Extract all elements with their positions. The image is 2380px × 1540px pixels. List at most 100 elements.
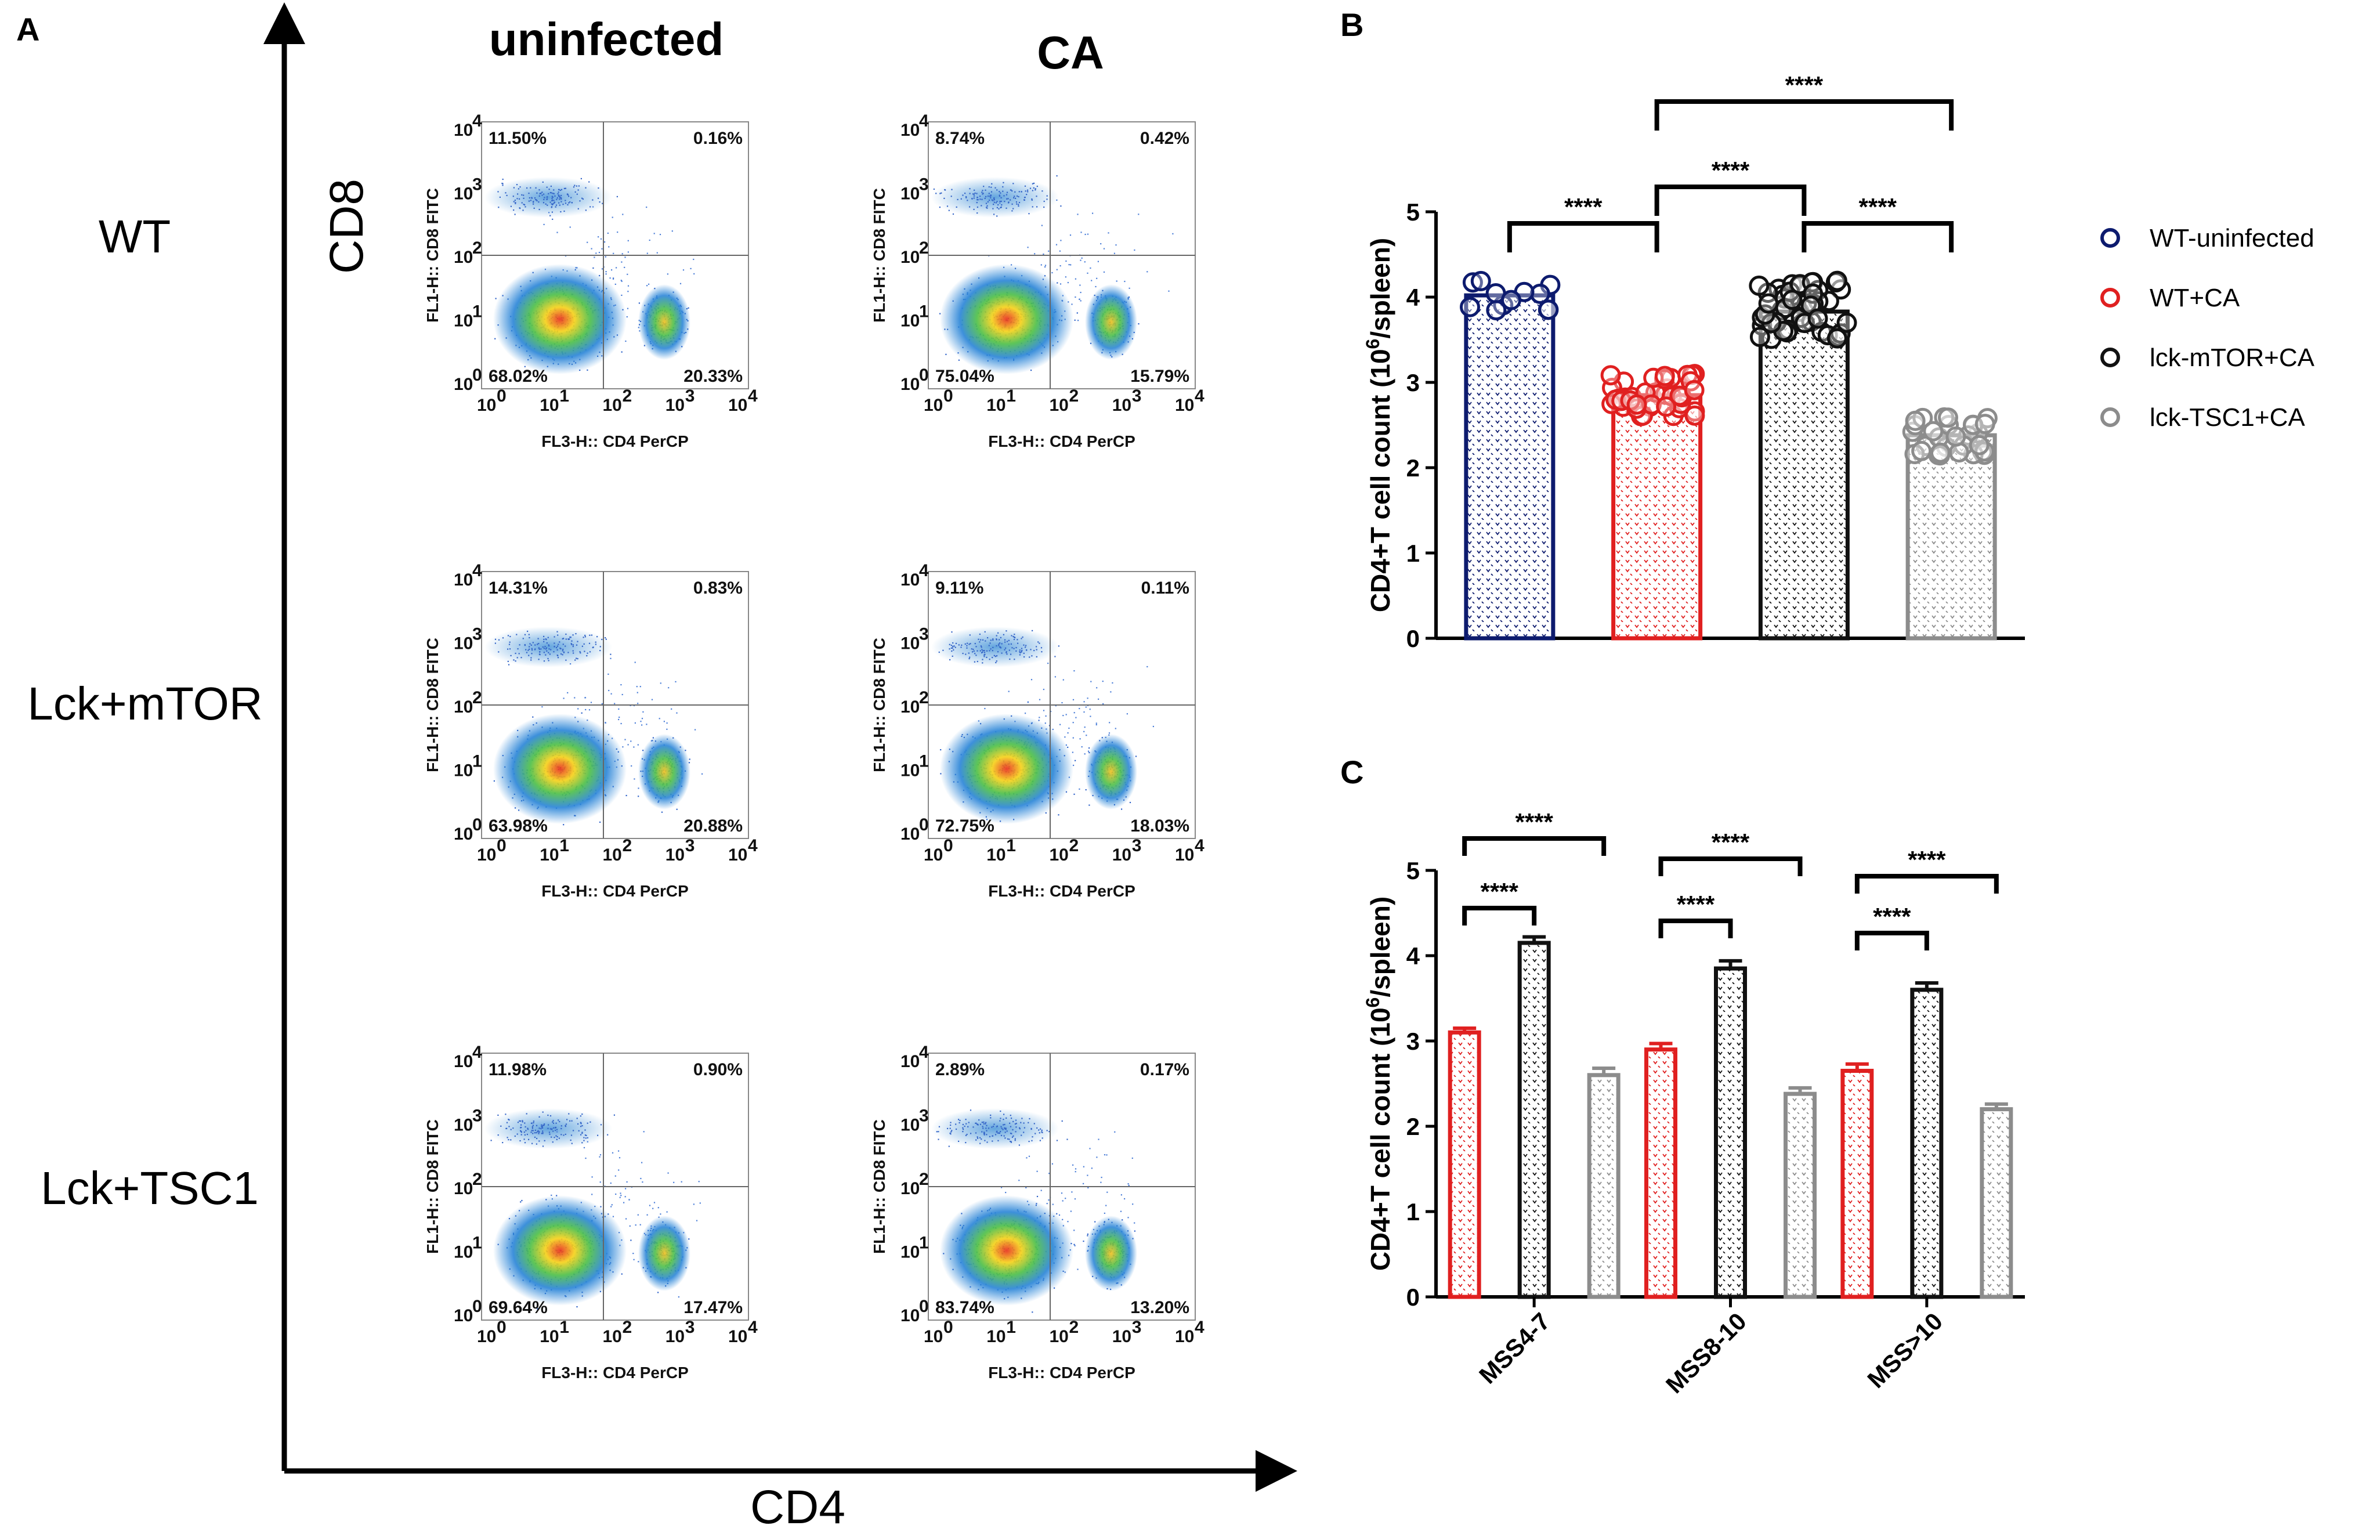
y-tick-exponent: 0 (919, 815, 929, 834)
event-dot (1079, 284, 1081, 286)
event-dot (502, 185, 504, 186)
event-dot (612, 1216, 614, 1217)
event-dot (973, 193, 975, 195)
x-tick-exponent: 0 (943, 386, 953, 406)
event-dot (508, 664, 510, 666)
event-dot (537, 1308, 538, 1310)
y-tick-label: 10 (454, 375, 473, 394)
event-dot (581, 1142, 583, 1144)
event-dot (542, 1132, 544, 1134)
event-dot (548, 193, 549, 194)
event-dot (1019, 649, 1021, 651)
event-dot (1040, 647, 1043, 649)
event-dot (634, 722, 636, 724)
event-dot (954, 646, 956, 648)
event-dot (987, 637, 989, 639)
event-dot (1026, 649, 1028, 651)
flow-plot: 11.50% 0.16%68.02% 20.33%10010110210310410… (424, 111, 758, 450)
event-dot (1100, 243, 1102, 245)
y-tick-label: 10 (900, 697, 920, 717)
y-tick-exponent: 3 (472, 175, 482, 194)
event-dot (515, 660, 516, 662)
event-dot (1152, 725, 1154, 728)
event-dot (1062, 715, 1064, 717)
event-dot (540, 1128, 542, 1130)
cd4-axis-label: CD4 (750, 1481, 845, 1534)
event-dot (560, 198, 562, 200)
event-dot (547, 1114, 549, 1116)
event-dot (981, 191, 983, 193)
event-dot (1000, 197, 1002, 198)
event-dot (572, 646, 574, 648)
event-dot (993, 197, 995, 199)
y-tick-label: 10 (454, 248, 473, 267)
event-dot (1048, 250, 1050, 252)
event-dot (506, 1127, 508, 1129)
event-dot (1110, 691, 1112, 693)
event-dot (990, 197, 992, 198)
flow-plot: 14.31% 0.83%63.98% 20.88%10010110210310410… (424, 561, 758, 900)
event-dot (999, 642, 1001, 644)
event-dot (1088, 747, 1090, 749)
quadrant-percent: 69.64% (489, 1298, 548, 1317)
event-dot (534, 197, 536, 199)
event-dot (961, 644, 963, 646)
event-dot (621, 280, 623, 282)
event-dot (1077, 320, 1079, 321)
event-dot (1004, 649, 1005, 650)
event-dot (535, 199, 537, 201)
event-dot (1146, 271, 1148, 273)
event-dot (580, 652, 581, 654)
event-dot (581, 645, 583, 647)
event-dot (524, 644, 526, 646)
event-dot (1023, 197, 1026, 198)
event-dot (520, 1126, 522, 1129)
event-dot (1077, 214, 1079, 215)
event-dot (524, 366, 526, 367)
event-dot (609, 277, 611, 279)
event-dot (1005, 652, 1007, 653)
x-tick-label: 10 (1049, 845, 1068, 865)
event-dot (535, 187, 537, 189)
event-dot (538, 1116, 540, 1118)
event-dot (1036, 649, 1037, 650)
event-dot (972, 193, 974, 195)
y-tick-label: 10 (900, 184, 920, 203)
event-dot (952, 655, 953, 657)
event-dot (1019, 652, 1021, 653)
y-tick-exponent: 3 (919, 175, 929, 194)
event-dot (520, 1130, 522, 1132)
event-dot (1085, 706, 1087, 708)
event-dot (988, 193, 990, 194)
event-dot (559, 197, 561, 198)
event-dot (1102, 703, 1104, 705)
event-dot (1070, 264, 1072, 266)
event-dot (1030, 679, 1033, 681)
event-dot (967, 642, 968, 644)
event-dot (1006, 198, 1008, 200)
event-dot (569, 226, 571, 228)
event-dot (636, 686, 638, 688)
event-dot (982, 639, 984, 641)
event-dot (554, 201, 556, 203)
event-dot (530, 1131, 532, 1133)
event-dot (651, 699, 653, 700)
event-dot (991, 183, 993, 185)
event-dot (553, 193, 555, 194)
event-dot (624, 266, 625, 268)
event-dot (1015, 201, 1018, 203)
event-dot (595, 252, 597, 254)
event-dot (531, 197, 533, 198)
event-dot (490, 1140, 492, 1141)
y-tick-label: 10 (900, 375, 920, 394)
event-dot (551, 203, 552, 205)
event-dot (996, 207, 998, 208)
event-dot (523, 1138, 525, 1140)
event-dot (1041, 190, 1043, 192)
event-dot (992, 657, 993, 659)
event-dot (526, 652, 528, 653)
event-dot (523, 204, 525, 205)
event-dot (584, 1134, 586, 1136)
event-dot (1036, 646, 1037, 648)
event-dot (1014, 637, 1015, 638)
